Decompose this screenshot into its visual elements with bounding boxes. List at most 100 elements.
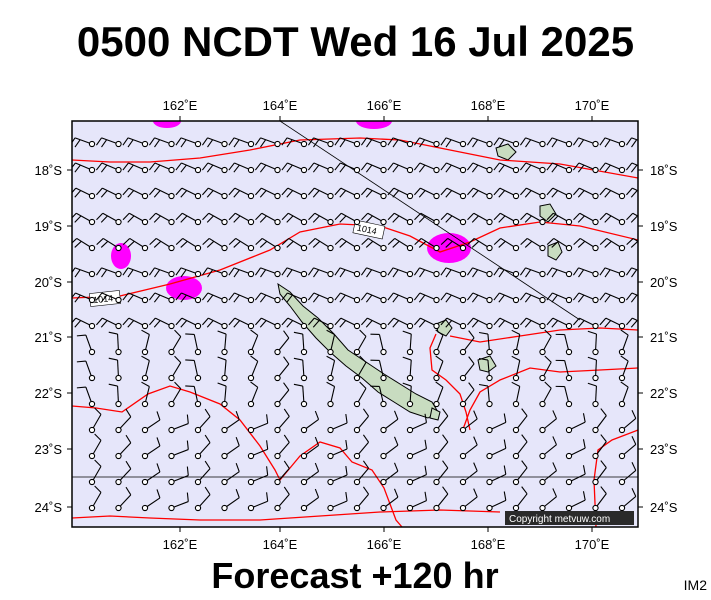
wind-barb <box>327 465 348 486</box>
wind-barb <box>440 187 467 200</box>
wind-barb <box>387 267 414 278</box>
wind-barb <box>440 212 467 226</box>
wind-barb <box>440 317 467 330</box>
wind-barb <box>247 492 269 512</box>
wind-barb <box>618 488 637 512</box>
wind-barb <box>108 383 122 408</box>
wind-barb <box>228 292 255 304</box>
wind-barb <box>149 187 175 200</box>
wind-barb <box>587 330 599 356</box>
wind-barb <box>592 460 607 486</box>
wind-barb <box>478 383 493 408</box>
wind-barb <box>300 488 320 512</box>
wind-barb <box>360 137 387 148</box>
wind-barb <box>300 436 320 460</box>
lat-label-right-20: 20˚S <box>650 275 678 290</box>
lon-label-top-170: 170˚E <box>575 98 610 113</box>
lat-label-left-18: 18˚S <box>35 163 63 178</box>
wind-barb <box>185 385 202 408</box>
wind-barb <box>573 237 599 252</box>
wind-barb <box>539 410 557 434</box>
wind-barb <box>327 491 348 512</box>
wind-barb <box>599 187 626 200</box>
wind-barb <box>592 486 607 512</box>
wind-barb <box>546 212 573 226</box>
wind-barb <box>293 331 308 356</box>
wind-barb <box>546 267 573 278</box>
wind-barb <box>433 434 449 460</box>
wind-barb <box>141 489 161 512</box>
wind-barb <box>96 187 122 200</box>
wind-barb <box>587 356 599 382</box>
wind-barb <box>274 356 290 382</box>
svg-text:Copyright metvuw.com: Copyright metvuw.com <box>509 514 610 525</box>
wind-barb <box>95 267 122 278</box>
wind-barb <box>202 317 228 330</box>
wind-barb <box>626 317 638 328</box>
wind-barb <box>168 414 189 434</box>
wind-barb <box>95 137 122 148</box>
isobar-line <box>72 509 501 521</box>
wind-barb <box>281 317 308 330</box>
wind-barb <box>406 491 427 512</box>
lat-label-left-20: 20˚S <box>35 275 63 290</box>
wind-barb <box>194 460 211 486</box>
wind-barb <box>493 317 520 330</box>
wind-barb <box>626 212 638 223</box>
wind-barb <box>293 383 308 408</box>
wind-barb <box>459 410 478 434</box>
wind-barb <box>519 292 546 304</box>
wind-barb <box>175 317 202 330</box>
wind-barb <box>281 212 308 226</box>
wind-barb <box>519 267 546 278</box>
wind-barb <box>217 330 228 356</box>
wind-barb <box>254 162 281 174</box>
lat-label-right-19: 19˚S <box>650 219 678 234</box>
wind-barb <box>247 440 269 460</box>
wind-barb <box>413 267 440 278</box>
isobar-line <box>72 137 638 179</box>
wind-barb <box>387 317 414 330</box>
wind-barb <box>493 267 520 278</box>
wind-barb <box>512 434 528 460</box>
wind-barb <box>281 237 308 252</box>
wind-barb <box>353 408 370 434</box>
wind-barb <box>466 267 493 278</box>
wind-barb <box>72 237 96 252</box>
lon-label-bottom-162: 162˚E <box>163 537 198 552</box>
wind-barb <box>459 356 475 382</box>
map-title: 0500 NCDT Wed 16 Jul 2025 <box>76 18 635 65</box>
wind-barb <box>599 237 626 252</box>
wind-barb <box>255 317 281 330</box>
wind-barb <box>353 486 370 512</box>
wind-barb <box>72 187 96 200</box>
wind-barb <box>122 187 149 200</box>
wind-barb <box>555 359 573 382</box>
wind-barb <box>228 212 255 226</box>
wind-barb <box>370 385 387 408</box>
wind-barb <box>370 359 387 382</box>
wind-barb <box>175 292 202 304</box>
wind-barb <box>353 355 367 382</box>
wind-barb <box>308 212 334 226</box>
wind-barb <box>334 237 361 252</box>
wind-barb <box>565 439 586 460</box>
wind-barb <box>217 356 228 382</box>
wind-barb <box>76 334 96 356</box>
lat-label-right-21: 21˚S <box>650 330 678 345</box>
copyright-badge: Copyright metvuw.com <box>505 511 634 525</box>
wind-barb <box>76 386 96 408</box>
wind-barb <box>334 137 361 148</box>
wind-barb <box>88 459 102 486</box>
wind-barb <box>221 489 240 512</box>
wind-barb <box>202 237 228 252</box>
lon-label-bottom-168: 168˚E <box>471 537 506 552</box>
lat-label-left-22: 22˚S <box>35 386 63 401</box>
wind-barb <box>247 414 269 434</box>
wind-barb <box>587 382 599 408</box>
isobar-line <box>461 367 638 433</box>
wind-barb <box>168 355 182 382</box>
wind-barb <box>194 434 211 460</box>
wind-barb <box>573 317 599 330</box>
wind-barb <box>618 355 629 382</box>
